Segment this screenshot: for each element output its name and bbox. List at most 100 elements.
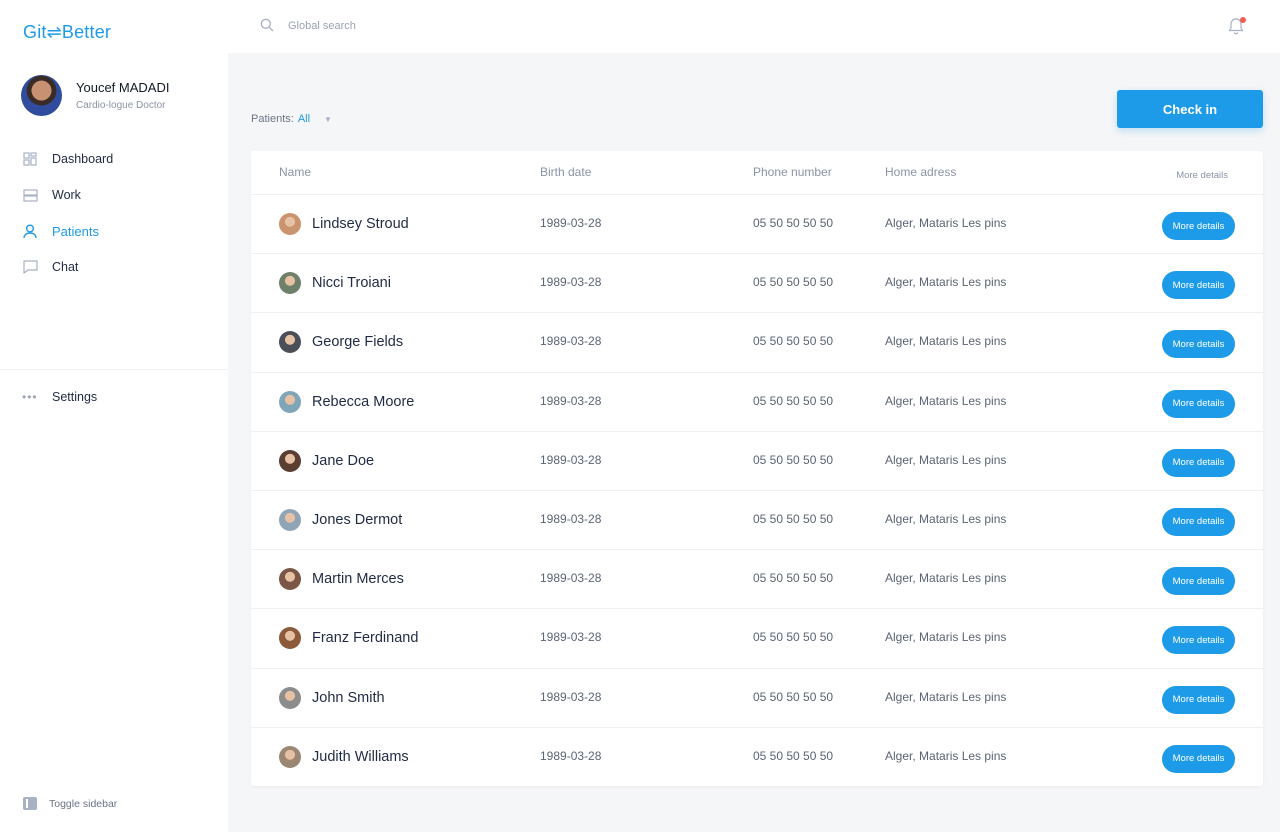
- chevron-down-icon[interactable]: ▼: [324, 114, 332, 124]
- birth-date: 1989-03-28: [540, 571, 602, 586]
- table-row: Martin Merces 1989-03-28 05 50 50 50 50 Alg…: [251, 550, 1263, 610]
- sidebar-item-work[interactable]: Work: [22, 186, 222, 204]
- dashboard-icon: [22, 151, 38, 167]
- patient-name: John Smith: [312, 689, 385, 706]
- column-header-more-details: More details: [1176, 170, 1228, 181]
- birth-date: 1989-03-28: [540, 689, 602, 704]
- table-header: Name Birth date Phone number Home adress…: [251, 151, 1263, 195]
- profile-role: Cardio-logue Doctor: [76, 100, 166, 111]
- home-address: Alger, Mataris Les pins: [885, 748, 1007, 763]
- profile-name: Youcef MADADI: [76, 80, 170, 95]
- filter-label: Patients:: [251, 113, 294, 125]
- patient-name: Franz Ferdinand: [312, 630, 419, 647]
- sidebar-toggle-icon: [23, 797, 37, 810]
- table-row: Jones Dermot 1989-03-28 05 50 50 50 50 Alge…: [251, 491, 1263, 551]
- avatar: [279, 686, 301, 709]
- phone-number: 05 50 50 50 50: [753, 334, 834, 349]
- app-logo[interactable]: Git⇌Better: [23, 22, 112, 42]
- patient-name: Rebecca Moore: [312, 393, 415, 410]
- notifications-button[interactable]: [1228, 17, 1246, 37]
- patient-name: Martin Merces: [312, 571, 404, 588]
- more-details-button[interactable]: More details: [1162, 389, 1235, 418]
- patient-name-cell: Franz Ferdinand: [279, 627, 419, 650]
- home-address: Alger, Mataris Les pins: [885, 571, 1007, 586]
- birth-date: 1989-03-28: [540, 393, 602, 408]
- more-details-button[interactable]: More details: [1162, 744, 1235, 773]
- patient-name: George Fields: [312, 334, 404, 351]
- phone-number: 05 50 50 50 50: [753, 393, 834, 408]
- patient-name: Judith Williams: [312, 748, 409, 765]
- more-details-button[interactable]: More details: [1162, 567, 1235, 596]
- search-input[interactable]: [288, 20, 588, 32]
- table-row: Franz Ferdinand 1989-03-28 05 50 50 50 50 A…: [251, 609, 1263, 669]
- avatar: [21, 75, 62, 116]
- phone-number: 05 50 50 50 50: [753, 571, 834, 586]
- patient-name-cell: Nicci Troiani: [279, 272, 391, 295]
- birth-date: 1989-03-28: [540, 334, 602, 349]
- patient-name-cell: Jane Doe: [279, 449, 374, 472]
- patient-name-cell: Martin Merces: [279, 568, 404, 591]
- column-header-address: Home adress: [885, 165, 957, 179]
- phone-number: 05 50 50 50 50: [753, 630, 834, 645]
- sidebar-item-dashboard[interactable]: Dashboard: [22, 150, 222, 168]
- birth-date: 1989-03-28: [540, 748, 602, 763]
- sidebar-item-patients[interactable]: Patients: [22, 222, 222, 240]
- more-details-button[interactable]: More details: [1162, 507, 1235, 536]
- patients-filter: Patients: All ▼: [251, 113, 332, 125]
- home-address: Alger, Mataris Les pins: [885, 630, 1007, 645]
- topbar: [228, 0, 1280, 53]
- column-header-name: Name: [279, 165, 312, 179]
- user-icon: [22, 223, 38, 239]
- table-row: George Fields 1989-03-28 05 50 50 50 50 Alg…: [251, 313, 1263, 373]
- avatar: [279, 449, 301, 472]
- home-address: Alger, Mataris Les pins: [885, 452, 1007, 467]
- table-row: Lindsey Stroud 1989-03-28 05 50 50 50 50 Al…: [251, 195, 1263, 255]
- patient-name: Nicci Troiani: [312, 275, 391, 292]
- birth-date: 1989-03-28: [540, 511, 602, 526]
- patient-name-cell: Jones Dermot: [279, 508, 402, 531]
- sidebar-item-settings[interactable]: ••• Settings: [22, 390, 97, 404]
- patient-name-cell: Rebecca Moore: [279, 390, 415, 413]
- work-icon: [22, 187, 38, 203]
- avatar: [279, 508, 301, 531]
- avatar: [279, 390, 301, 413]
- sidebar-divider: [0, 369, 228, 370]
- phone-number: 05 50 50 50 50: [753, 275, 834, 290]
- birth-date: 1989-03-28: [540, 275, 602, 290]
- toggle-sidebar-label: Toggle sidebar: [49, 797, 118, 810]
- notification-dot: [1240, 17, 1246, 23]
- sidebar: Git⇌Better Youcef MADADI Cardio-logue Do…: [0, 0, 228, 832]
- filter-value[interactable]: All: [297, 113, 311, 125]
- user-profile[interactable]: Youcef MADADI Cardio-logue Doctor: [21, 75, 169, 116]
- phone-number: 05 50 50 50 50: [753, 748, 834, 763]
- sidebar-item-label: Dashboard: [52, 152, 114, 166]
- toggle-sidebar-button[interactable]: Toggle sidebar: [23, 797, 117, 810]
- avatar: [279, 568, 301, 591]
- more-details-button[interactable]: More details: [1162, 626, 1235, 655]
- more-details-button[interactable]: More details: [1162, 271, 1235, 300]
- home-address: Alger, Mataris Les pins: [885, 511, 1007, 526]
- home-address: Alger, Mataris Les pins: [885, 275, 1007, 290]
- home-address: Alger, Mataris Les pins: [885, 216, 1007, 230]
- sidebar-item-label: Chat: [52, 260, 79, 274]
- more-dots-icon: •••: [22, 390, 38, 404]
- column-header-phone: Phone number: [753, 165, 832, 179]
- more-details-button[interactable]: More details: [1162, 685, 1235, 714]
- patient-name-cell: Lindsey Stroud: [279, 213, 409, 235]
- more-details-button[interactable]: More details: [1162, 448, 1235, 477]
- table-row: Jane Doe 1989-03-28 05 50 50 50 50 Alger, M…: [251, 432, 1263, 491]
- sidebar-item-label: Work: [52, 188, 81, 202]
- column-header-birth-date: Birth date: [540, 165, 592, 179]
- table-row: Judith Williams 1989-03-28 05 50 50 50 50 A…: [251, 728, 1263, 787]
- more-details-button[interactable]: More details: [1162, 330, 1235, 359]
- more-details-button[interactable]: More details: [1162, 212, 1235, 240]
- birth-date: 1989-03-28: [540, 452, 602, 467]
- global-search: [260, 18, 588, 34]
- sidebar-item-chat[interactable]: Chat: [22, 258, 222, 276]
- phone-number: 05 50 50 50 50: [753, 689, 834, 704]
- home-address: Alger, Mataris Les pins: [885, 393, 1007, 408]
- avatar: [279, 272, 301, 295]
- check-in-button[interactable]: Check in: [1117, 90, 1263, 128]
- phone-number: 05 50 50 50 50: [753, 216, 834, 230]
- table-row: Rebecca Moore 1989-03-28 05 50 50 50 50 Alg…: [251, 373, 1263, 432]
